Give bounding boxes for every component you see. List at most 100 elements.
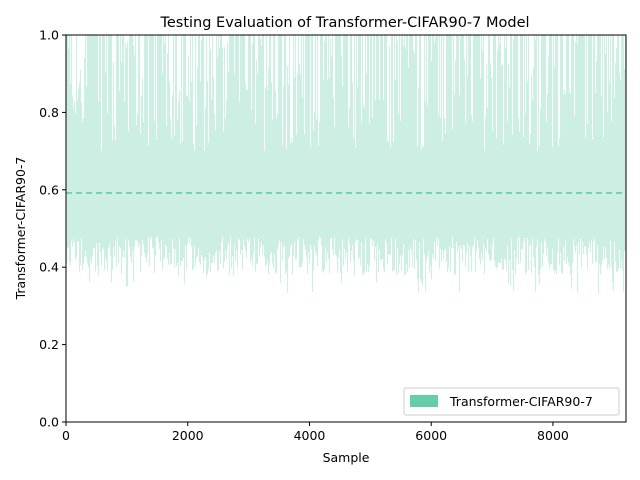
data-strip [292, 142, 294, 274]
data-strip [593, 35, 595, 242]
data-strip [146, 35, 148, 263]
data-strip [547, 92, 549, 248]
data-strip [483, 35, 485, 245]
data-strip [519, 131, 521, 237]
data-strip [412, 35, 414, 267]
data-strip [299, 64, 301, 267]
data-strip [70, 83, 72, 266]
data-strip [401, 35, 403, 271]
data-strip [503, 144, 505, 270]
data-strip [155, 35, 157, 256]
data-strip [163, 35, 165, 260]
y-axis: 0.0 0.2 0.4 0.6 0.8 1.0 [39, 28, 66, 430]
data-strip [127, 42, 129, 287]
data-strip [495, 35, 497, 267]
data-strip [162, 73, 164, 271]
data-strip [524, 35, 526, 239]
data-strip [363, 104, 365, 275]
data-strip [148, 146, 150, 237]
data-strip [98, 101, 100, 275]
data-strip [87, 35, 89, 264]
data-strip [108, 35, 110, 248]
data-strip [584, 35, 586, 247]
plot-frame [65, 34, 627, 423]
data-strip [595, 92, 597, 263]
data-strip [605, 53, 607, 247]
data-strip [485, 117, 487, 248]
data-strip [515, 35, 517, 275]
data-strip [510, 35, 512, 286]
data-strip [117, 35, 119, 238]
data-strip [212, 35, 214, 263]
data-strip [544, 35, 546, 239]
data-strip [389, 46, 391, 255]
data-strip [151, 35, 153, 238]
data-strip [553, 35, 555, 270]
data-strip [406, 35, 408, 265]
data-strip [205, 108, 207, 257]
data-strip [110, 35, 112, 257]
data-strip [206, 35, 208, 279]
data-strip [289, 35, 291, 256]
data-strip [346, 35, 348, 253]
data-strip [411, 35, 413, 251]
data-strip [526, 35, 528, 273]
data-strip [462, 35, 464, 262]
data-strip [188, 55, 190, 238]
data-strip [575, 42, 577, 253]
data-strip [613, 35, 615, 291]
x-tick-label: 2000 [172, 428, 204, 443]
data-strip [347, 35, 349, 272]
data-strip [499, 44, 501, 264]
data-strip [169, 82, 171, 253]
data-strip [498, 35, 500, 263]
y-tick-label: 1.0 [39, 28, 59, 43]
data-strip [548, 56, 550, 263]
data-strip [203, 35, 205, 274]
data-strip [421, 149, 423, 282]
data-strip [589, 35, 591, 243]
data-strip [142, 78, 144, 240]
data-strip [132, 35, 134, 251]
data-strip [377, 35, 379, 244]
data-strip [557, 35, 559, 254]
data-strip [131, 35, 133, 264]
data-strip [517, 35, 519, 239]
data-strip [168, 35, 170, 265]
data-strip [573, 35, 575, 239]
data-strip [465, 122, 467, 267]
data-strip [101, 150, 103, 266]
data-strip [408, 67, 410, 250]
data-strip [463, 35, 465, 246]
data-strip [231, 35, 233, 269]
data-strip [286, 149, 288, 271]
data-strip [599, 35, 601, 264]
data-strip [210, 49, 212, 273]
data-strip [74, 101, 76, 244]
data-strip [134, 55, 136, 247]
data-strip [331, 56, 333, 239]
data-strip [264, 150, 266, 257]
data-strip [219, 47, 221, 252]
data-strip [309, 35, 311, 264]
data-strip [543, 35, 545, 254]
data-strip [443, 35, 445, 260]
data-strip [397, 41, 399, 249]
data-strip [612, 35, 614, 283]
data-strip [281, 35, 283, 243]
data-strip [451, 35, 453, 249]
data-strip [616, 47, 618, 272]
data-strip [540, 108, 542, 269]
data-strip [269, 35, 271, 265]
data-strip [177, 119, 179, 263]
data-strip [535, 40, 537, 292]
data-strip [418, 87, 420, 294]
data-strip [590, 35, 592, 253]
data-strip [301, 35, 303, 268]
data-strip [375, 100, 377, 248]
data-strip [221, 35, 223, 242]
data-strip [452, 128, 454, 237]
y-tick-label: 0.8 [39, 105, 59, 120]
data-strip [501, 65, 503, 259]
data-strip [579, 35, 581, 255]
